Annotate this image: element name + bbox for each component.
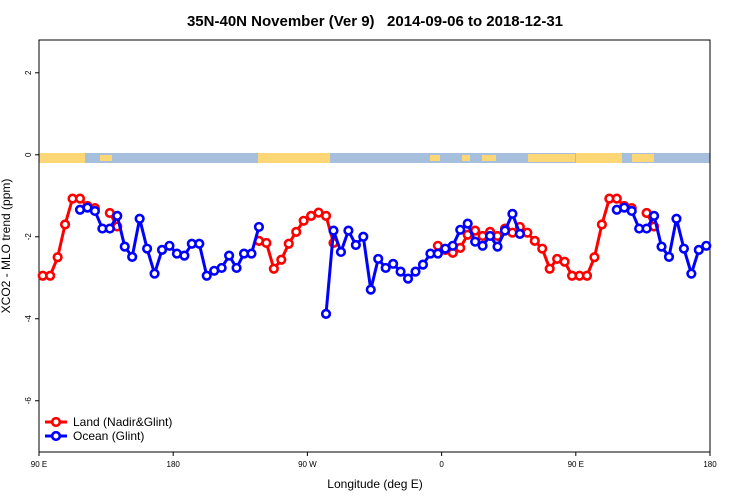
data-point [410,266,421,277]
x-tick-label: 90 E [568,460,584,469]
data-point [358,231,369,242]
data-point [455,224,466,235]
data-point [596,219,607,230]
data-point [581,270,593,281]
x-tick-label: 0 [439,460,444,469]
data-point [253,221,265,233]
data-point [537,243,548,254]
data-point [641,223,652,234]
data-point [499,225,511,236]
data-point [559,256,570,267]
y-tick-label: -4 [24,315,33,323]
x-tick-label: 90 E [31,460,47,469]
data-point [492,241,503,252]
data-point [507,208,518,219]
data-point [291,226,302,237]
data-point [648,210,660,221]
y-tick-label: 0 [24,152,33,157]
data-point [432,248,443,259]
data-point [395,266,406,277]
legend-label: Ocean (Glint) [73,429,144,443]
data-point [179,250,190,261]
data-point [164,240,175,251]
legend-label: Land (Nadir&Glint) [73,415,172,429]
data-point [335,246,347,258]
data-point [45,270,56,281]
data-point [328,225,339,236]
data-point [417,259,429,270]
data-point [320,308,332,319]
y-axis-label: XCO2 - MLO trend (ppm) [0,179,13,314]
data-point [477,240,488,251]
data-point [261,237,272,249]
data-point [470,236,481,247]
data-point [194,238,205,249]
data-point [104,223,115,234]
x-axis-label: Longitude (deg E) [327,477,422,491]
data-point [611,193,622,204]
data-point [112,210,123,221]
data-point [268,263,279,274]
data-point [671,213,682,224]
data-point [350,239,361,251]
data-point [276,254,287,265]
data-point [283,238,294,249]
data-point [156,244,168,255]
data-point [462,218,473,229]
data-point [201,270,212,281]
data-point [529,235,540,246]
data-point [224,250,235,261]
data-point [373,253,384,265]
data-point [134,213,145,224]
x-tick-label: 180 [167,460,181,469]
data-point [663,251,675,262]
data-point [701,240,712,251]
y-tick-label: -2 [24,233,33,241]
data-point [74,193,86,204]
data-point [231,262,242,274]
data-point [693,244,704,255]
data-point [447,240,458,251]
data-point [142,243,153,254]
land-ocean-strip [39,153,710,163]
data-point [544,263,555,274]
chart-title: 35N-40N November (Ver 9) 2014-09-06 to 2… [187,13,563,30]
data-point [127,251,138,262]
legend-marker [50,430,62,442]
data-point [388,258,399,269]
data-point [246,248,257,259]
data-point [59,219,71,230]
y-tick-label: 2 [24,70,33,75]
data-point [320,210,332,221]
data-point [298,215,309,226]
x-tick-label: 90 W [298,460,317,469]
data-point [380,262,391,274]
legend-marker [50,416,62,428]
x-tick-label: 180 [703,460,717,469]
data-point [686,268,697,279]
data-point [402,273,414,284]
data-point [365,284,376,295]
data-point [149,268,160,279]
data-point [484,230,496,242]
data-point [514,228,525,240]
data-point [626,205,637,217]
data-point [52,252,63,263]
data-point [216,262,227,274]
data-point [589,252,600,263]
data-point [89,205,101,217]
data-point [119,241,130,252]
y-tick-label: -6 [24,397,33,405]
data-point [678,243,690,254]
plot-frame [38,39,711,453]
data-point [343,225,354,236]
data-point [656,241,667,252]
